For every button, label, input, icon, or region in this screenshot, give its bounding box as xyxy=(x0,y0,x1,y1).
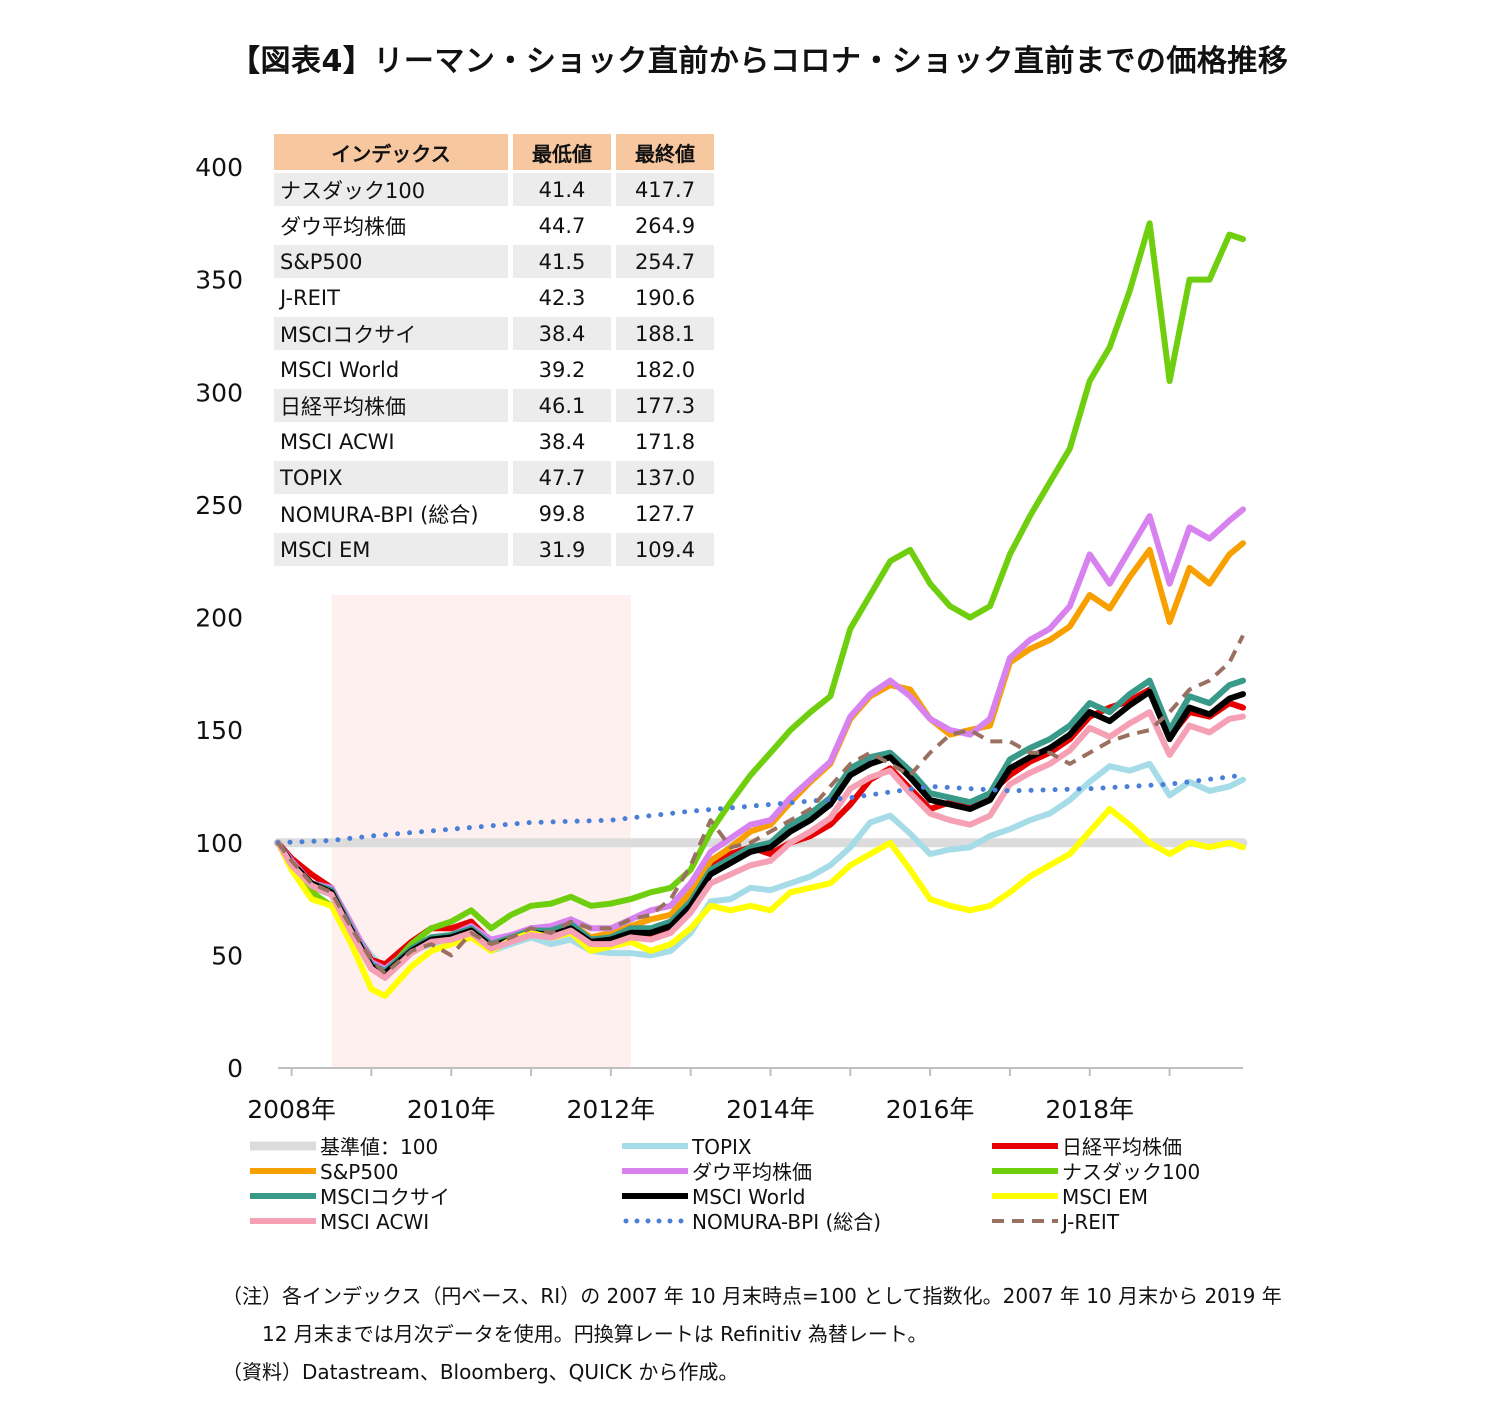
x-tick-label: 2010年 xyxy=(407,1095,496,1124)
legend-label: ナスダック100 xyxy=(1062,1160,1200,1184)
table-cell-index: 日経平均株価 xyxy=(274,389,513,425)
table-cell-last: 109.4 xyxy=(616,533,719,569)
y-tick-label: 250 xyxy=(195,491,243,520)
legend-label: MSCIコクサイ xyxy=(320,1185,450,1209)
table-cell-index: MSCIコクサイ xyxy=(274,317,513,353)
index-stats-table: インデックス 最低値 最終値 ナスダック100 41.4 417.7 ダウ平均株価 44… xyxy=(274,134,719,569)
table-cell-index: ナスダック100 xyxy=(274,173,513,209)
table-cell-min: 99.8 xyxy=(513,497,616,533)
series-line-5 xyxy=(275,220,1246,977)
table-cell-min: 46.1 xyxy=(513,389,616,425)
table-cell-index: MSCI ACWI xyxy=(274,425,513,461)
table-cell-last: 254.7 xyxy=(616,245,719,281)
table-row: MSCIコクサイ 38.4 188.1 xyxy=(274,317,719,353)
legend-label: NOMURA-BPI (総合) xyxy=(692,1210,881,1234)
legend-label: MSCI ACWI xyxy=(320,1210,429,1234)
x-tick-label: 2016年 xyxy=(886,1095,975,1124)
table-cell-index: TOPIX xyxy=(274,461,513,497)
y-tick-label: 200 xyxy=(195,604,243,633)
table-cell-last: 188.1 xyxy=(616,317,719,353)
source-line: （資料）Datastream、Bloomberg、QUICK から作成。 xyxy=(222,1360,739,1384)
table-cell-index: NOMURA-BPI (総合) xyxy=(274,497,513,533)
y-tick-label: 150 xyxy=(195,716,243,745)
table-cell-min: 39.2 xyxy=(513,353,616,389)
legend-label: S&P500 xyxy=(320,1160,399,1184)
table-cell-last: 177.3 xyxy=(616,389,719,425)
table-body: ナスダック100 41.4 417.7 ダウ平均株価 44.7 264.9 S&P500 41… xyxy=(274,173,719,569)
x-tick-label: 2012年 xyxy=(567,1095,656,1124)
y-tick-label: 50 xyxy=(211,941,243,970)
legend-label: 日経平均株価 xyxy=(1062,1135,1182,1159)
table-cell-last: 417.7 xyxy=(616,173,719,209)
series-line-10 xyxy=(275,772,1246,846)
table-cell-last: 264.9 xyxy=(616,209,719,245)
table-cell-last: 137.0 xyxy=(616,461,719,497)
table-cell-index: MSCI World xyxy=(274,353,513,389)
table-row: NOMURA-BPI (総合) 99.8 127.7 xyxy=(274,497,719,533)
table-header-index: インデックス xyxy=(274,134,513,173)
table-cell-min: 42.3 xyxy=(513,281,616,317)
table-cell-index: ダウ平均株価 xyxy=(274,209,513,245)
table-cell-last: 171.8 xyxy=(616,425,719,461)
table-row: MSCI ACWI 38.4 171.8 xyxy=(274,425,719,461)
table-cell-last: 190.6 xyxy=(616,281,719,317)
table-cell-min: 38.4 xyxy=(513,425,616,461)
table-cell-min: 47.7 xyxy=(513,461,616,497)
table-cell-last: 182.0 xyxy=(616,353,719,389)
legend-label: J-REIT xyxy=(1060,1210,1120,1234)
note-line-2: 12 月末までは月次データを使用。円換算レートは Refinitiv 為替レート… xyxy=(262,1322,928,1346)
table-row: TOPIX 47.7 137.0 xyxy=(274,461,719,497)
table-cell-index: S&P500 xyxy=(274,245,513,281)
y-tick-label: 400 xyxy=(195,153,243,182)
series-line-8 xyxy=(275,806,1246,999)
table-row: ナスダック100 41.4 417.7 xyxy=(274,173,719,209)
table-header-last: 最終値 xyxy=(616,134,719,173)
chart-title: 【図表4】リーマン・ショック直前からコロナ・ショック直前までの価格推移 xyxy=(230,44,1289,79)
legend-label: TOPIX xyxy=(691,1135,752,1159)
table-cell-index: MSCI EM xyxy=(274,533,513,569)
table-row: S&P500 41.5 254.7 xyxy=(274,245,719,281)
legend-label: MSCI EM xyxy=(1062,1185,1148,1209)
table-row: MSCI EM 31.9 109.4 xyxy=(274,533,719,569)
series-line-9 xyxy=(275,709,1246,981)
table-header-row: インデックス 最低値 最終値 xyxy=(274,134,719,173)
legend-label: ダウ平均株価 xyxy=(692,1160,812,1184)
table-cell-min: 31.9 xyxy=(513,533,616,569)
table-cell-min: 41.4 xyxy=(513,173,616,209)
note-line-1: （注）各インデックス（円ベース、RI）の 2007 年 10 月末時点=100 … xyxy=(222,1284,1282,1308)
legend-label: MSCI World xyxy=(692,1185,806,1209)
y-tick-label: 350 xyxy=(195,266,243,295)
table-cell-min: 41.5 xyxy=(513,245,616,281)
table-row: 日経平均株価 46.1 177.3 xyxy=(274,389,719,425)
table-cell-last: 127.7 xyxy=(616,497,719,533)
table-cell-min: 38.4 xyxy=(513,317,616,353)
x-tick-label: 2008年 xyxy=(247,1095,336,1124)
x-tick-label: 2014年 xyxy=(726,1095,815,1124)
crisis-shaded-region xyxy=(331,595,631,1068)
x-tick-label: 2018年 xyxy=(1045,1095,1134,1124)
legend-label: 基準値：100 xyxy=(320,1135,438,1159)
table-row: MSCI World 39.2 182.0 xyxy=(274,353,719,389)
y-tick-label: 100 xyxy=(195,829,243,858)
table-row: ダウ平均株価 44.7 264.9 xyxy=(274,209,719,245)
table-header-min: 最低値 xyxy=(513,134,616,173)
y-tick-label: 300 xyxy=(195,378,243,407)
series-line-11 xyxy=(276,634,1245,976)
table-row: J-REIT 42.3 190.6 xyxy=(274,281,719,317)
y-tick-label: 0 xyxy=(227,1054,243,1083)
table-cell-min: 44.7 xyxy=(513,209,616,245)
table-cell-index: J-REIT xyxy=(274,281,513,317)
